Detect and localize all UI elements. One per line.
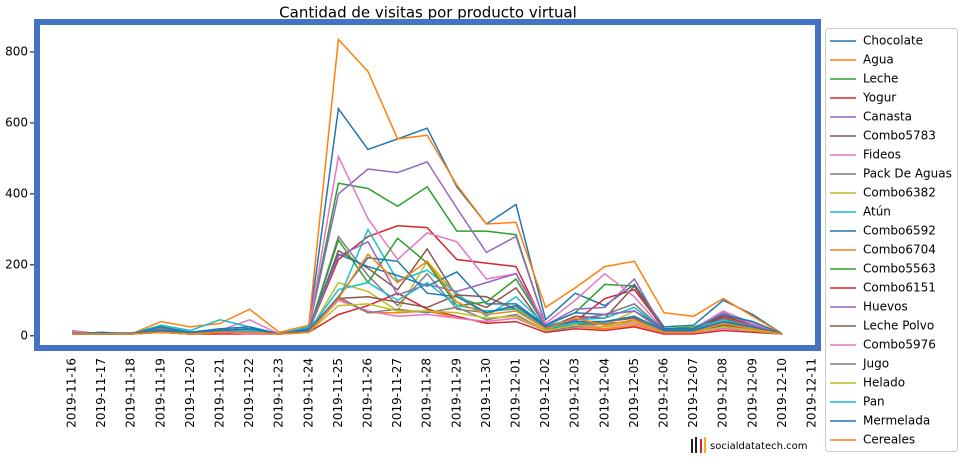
x-tick-label: 2019-12-03 — [568, 358, 582, 428]
x-tick-label: 2019-12-01 — [509, 358, 523, 428]
legend-label: Leche Polvo — [863, 319, 934, 333]
x-tick-label: 2019-11-30 — [479, 358, 493, 428]
x-tick-label: 2019-12-08 — [716, 358, 730, 428]
legend-label: Cereales — [863, 433, 915, 447]
legend-label: Combo6151 — [863, 281, 936, 295]
legend-label: Atún — [863, 205, 891, 219]
y-tick-label: 0 — [20, 328, 28, 342]
x-tick-label: 2019-11-20 — [183, 358, 197, 428]
legend-label: Combo5783 — [863, 129, 936, 143]
legend-label: Combo6382 — [863, 186, 936, 200]
x-tick-label: 2019-11-16 — [65, 358, 79, 428]
x-tick-label: 2019-12-10 — [775, 358, 789, 428]
legend-label: Combo5976 — [863, 338, 936, 352]
x-tick-label: 2019-11-18 — [124, 358, 138, 428]
legend-label: Leche — [863, 72, 898, 86]
x-tick-label: 2019-11-27 — [390, 358, 404, 428]
legend — [825, 28, 958, 452]
x-tick-label: 2019-12-05 — [627, 358, 641, 428]
chart-title: Cantidad de visitas por producto virtual — [279, 4, 577, 22]
legend-label: Pack De Aguas — [863, 167, 952, 181]
y-tick-label: 400 — [5, 186, 28, 200]
legend-label: Pan — [863, 395, 885, 409]
plot-frame — [34, 19, 821, 351]
series-line — [72, 256, 783, 335]
legend-label: Jugo — [862, 357, 889, 371]
x-tick-label: 2019-11-21 — [213, 358, 227, 428]
y-tick-label: 200 — [5, 257, 28, 271]
x-tick-label: 2019-11-29 — [449, 358, 463, 428]
x-tick-label: 2019-11-19 — [153, 358, 167, 428]
x-tick-label: 2019-12-11 — [805, 358, 819, 428]
series-line — [71, 37, 783, 335]
x-tick-label: 2019-11-26 — [361, 358, 375, 428]
legend-label: Combo6704 — [863, 243, 936, 257]
legend-label: Chocolate — [863, 34, 923, 48]
legend-label: Canasta — [863, 110, 912, 124]
x-tick-label: 2019-12-02 — [538, 358, 552, 428]
legend-label: Huevos — [863, 300, 908, 314]
x-tick-label: 2019-12-06 — [657, 358, 671, 428]
y-tick-label: 600 — [5, 115, 28, 129]
legend-label: Yogur — [862, 91, 896, 105]
legend-label: Mermelada — [863, 414, 930, 428]
watermark: socialdatatech.com — [710, 441, 807, 452]
legend-label: Combo5563 — [863, 262, 936, 276]
x-tick-label: 2019-11-28 — [420, 358, 434, 428]
legend-label: Fideos — [863, 148, 901, 162]
x-tick-label: 2019-11-22 — [242, 358, 256, 428]
watermark-icon — [691, 437, 706, 453]
legend-label: Agua — [863, 53, 894, 67]
y-tick-label: 800 — [5, 44, 28, 58]
legend-label: Combo6592 — [863, 224, 936, 238]
x-tick-label: 2019-11-24 — [301, 358, 315, 428]
x-tick-label: 2019-11-25 — [331, 358, 345, 428]
x-tick-label: 2019-11-17 — [94, 358, 108, 428]
x-tick-label: 2019-12-07 — [686, 358, 700, 428]
x-tick-label: 2019-11-23 — [272, 358, 286, 428]
x-tick-label: 2019-12-09 — [745, 358, 759, 428]
series-line — [72, 253, 783, 335]
x-tick-label: 2019-12-04 — [597, 358, 611, 428]
legend-label: Helado — [863, 376, 905, 390]
